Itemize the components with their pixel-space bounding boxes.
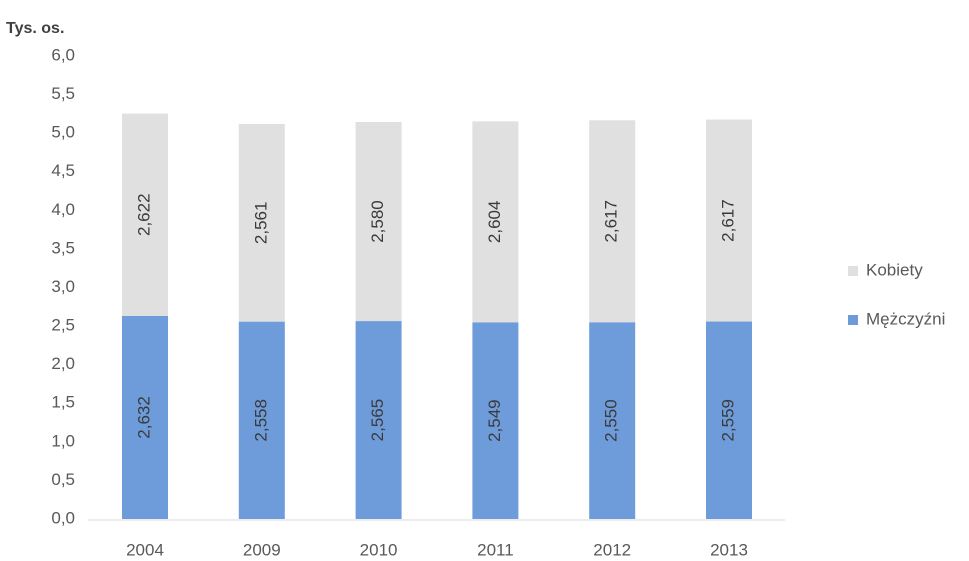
bar-segment: [122, 113, 168, 316]
data-labels: 2,632 2,622 2,558 2,561 2,565 2,580 2,549 2,604…: [134, 193, 737, 441]
y-tick-label: 4,0: [51, 200, 75, 219]
y-tick-label: 5,5: [51, 84, 75, 103]
bars: [122, 113, 752, 519]
y-axis-ticks: 0,0 0,5 1,0 1,5 2,0 2,5 3,0 3,5 4,0 4,5 5,0 5,5 6,0: [51, 45, 75, 527]
data-label: 2,549: [485, 399, 504, 442]
bar-segment: [472, 322, 519, 519]
y-tick-label: 5,0: [51, 123, 75, 142]
y-tick-label: 4,5: [51, 161, 75, 180]
y-tick-label: 2,0: [51, 354, 75, 373]
bar-segment: [122, 315, 168, 519]
bar-segment: [355, 121, 402, 322]
data-label: 2,632: [134, 396, 153, 439]
data-label: 2,604: [485, 201, 504, 244]
data-label: 2,622: [134, 193, 153, 236]
bar-segment: [706, 119, 752, 322]
y-tick-label: 3,0: [51, 277, 75, 296]
data-label: 2,580: [368, 200, 387, 243]
legend-item: Mężczyźni: [848, 309, 945, 328]
data-label: 2,550: [602, 399, 621, 442]
legend-label: Kobiety: [866, 260, 923, 279]
y-tick-label: 2,5: [51, 316, 75, 335]
x-tick-label: 2012: [593, 540, 631, 559]
x-axis-ticks: 2004 2009 2010 2011 2012 2013: [126, 540, 748, 559]
bar-segment: [589, 120, 636, 323]
bar-segment: [238, 321, 285, 519]
bar-segment: [472, 121, 519, 323]
y-tick-label: 1,5: [51, 393, 75, 412]
bar-segment: [706, 321, 752, 519]
bar-segment: [589, 322, 636, 519]
y-tick-label: 6,0: [51, 45, 75, 64]
legend: Kobiety Mężczyźni: [848, 260, 945, 328]
x-tick-label: 2013: [710, 540, 748, 559]
x-tick-label: 2004: [126, 540, 164, 559]
y-tick-label: 1,0: [51, 431, 75, 450]
bar-segment: [355, 321, 402, 519]
legend-swatch: [848, 266, 858, 276]
y-axis-title: Tys. os.: [6, 20, 64, 37]
data-label: 2,617: [602, 200, 621, 243]
x-tick-label: 2009: [243, 540, 281, 559]
y-tick-label: 0,5: [51, 470, 75, 489]
data-label: 2,561: [251, 202, 270, 245]
data-label: 2,565: [368, 399, 387, 442]
x-tick-label: 2011: [477, 540, 514, 559]
x-tick-label: 2010: [360, 540, 398, 559]
legend-item: Kobiety: [848, 260, 923, 279]
legend-swatch: [848, 315, 858, 325]
data-label: 2,617: [718, 199, 737, 242]
legend-label: Mężczyźni: [866, 309, 945, 328]
data-label: 2,559: [718, 399, 737, 442]
data-label: 2,558: [251, 399, 270, 442]
y-tick-label: 3,5: [51, 238, 75, 257]
bar-segment: [238, 123, 285, 322]
y-tick-label: 0,0: [51, 508, 75, 527]
